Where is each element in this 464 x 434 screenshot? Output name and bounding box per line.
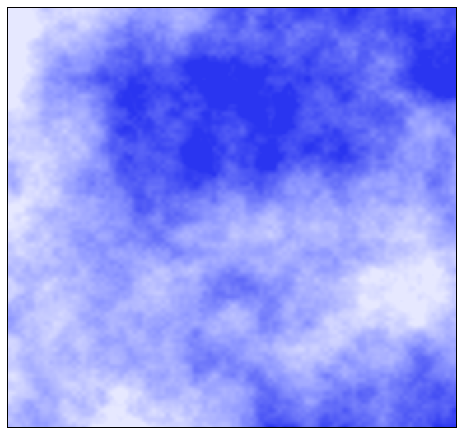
cloud-noise-image (8, 8, 456, 427)
image-frame (7, 7, 457, 428)
